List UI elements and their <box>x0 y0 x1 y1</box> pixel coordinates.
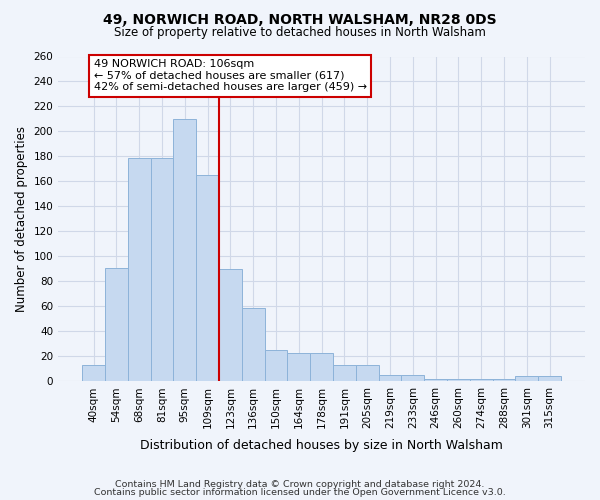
Bar <box>196 175 219 382</box>
Y-axis label: Number of detached properties: Number of detached properties <box>15 126 28 312</box>
X-axis label: Distribution of detached houses by size in North Walsham: Distribution of detached houses by size … <box>140 440 503 452</box>
Text: Contains HM Land Registry data © Crown copyright and database right 2024.: Contains HM Land Registry data © Crown c… <box>115 480 485 489</box>
Text: 49, NORWICH ROAD, NORTH WALSHAM, NR28 0DS: 49, NORWICH ROAD, NORTH WALSHAM, NR28 0D… <box>103 12 497 26</box>
Bar <box>310 352 333 382</box>
Bar <box>265 350 287 382</box>
Bar <box>333 365 356 382</box>
Bar <box>470 379 493 382</box>
Bar <box>219 269 242 382</box>
Bar <box>493 379 515 382</box>
Bar <box>538 376 561 382</box>
Bar <box>515 376 538 382</box>
Bar <box>287 352 310 382</box>
Bar <box>447 379 470 382</box>
Bar <box>105 268 128 382</box>
Bar <box>128 158 151 382</box>
Bar <box>356 365 379 382</box>
Bar <box>242 308 265 382</box>
Bar <box>173 119 196 382</box>
Text: 49 NORWICH ROAD: 106sqm
← 57% of detached houses are smaller (617)
42% of semi-d: 49 NORWICH ROAD: 106sqm ← 57% of detache… <box>94 59 367 92</box>
Text: Contains public sector information licensed under the Open Government Licence v3: Contains public sector information licen… <box>94 488 506 497</box>
Bar <box>401 375 424 382</box>
Bar <box>424 379 447 382</box>
Bar <box>82 365 105 382</box>
Text: Size of property relative to detached houses in North Walsham: Size of property relative to detached ho… <box>114 26 486 39</box>
Bar <box>379 375 401 382</box>
Bar <box>151 158 173 382</box>
